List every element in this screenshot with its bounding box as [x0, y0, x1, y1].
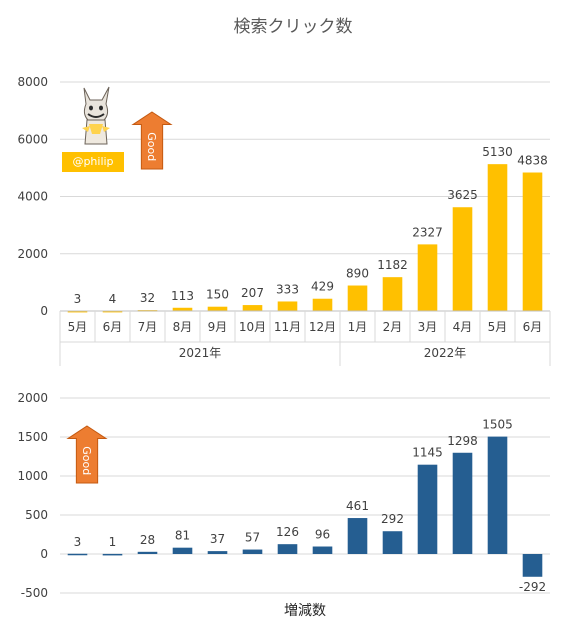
bottom-data-label: 1298	[447, 434, 478, 448]
top-data-label: 2327	[412, 225, 443, 239]
top-data-label: 32	[140, 291, 155, 305]
top-y-tick-label: 2000	[17, 247, 48, 261]
top-y-tick-label: 8000	[17, 75, 48, 89]
top-y-tick-label: 0	[40, 304, 48, 318]
top-bar	[452, 207, 473, 311]
category-label: 6月	[103, 320, 123, 334]
category-label: 11月	[274, 320, 301, 334]
top-bar	[417, 244, 438, 311]
category-label: 6月	[523, 320, 543, 334]
top-data-label: 4	[109, 292, 117, 306]
top-bar	[522, 172, 543, 311]
category-label: 2月	[383, 320, 403, 334]
top-y-tick-label: 4000	[17, 190, 48, 204]
category-label: 5月	[68, 320, 88, 334]
top-data-label: 3625	[447, 188, 478, 202]
category-label: 7月	[138, 320, 158, 334]
top-data-label: 207	[241, 286, 264, 300]
category-label: 4月	[453, 320, 473, 334]
bottom-data-label: 1505	[482, 418, 513, 432]
category-label: 10月	[239, 320, 266, 334]
bottom-data-label: 1145	[412, 446, 443, 460]
bottom-bar	[207, 551, 228, 554]
bottom-bar	[452, 452, 473, 554]
top-data-label: 429	[311, 280, 334, 294]
good-arrow-icon	[131, 111, 173, 170]
cat-mascot-icon	[82, 86, 110, 145]
top-bar	[487, 164, 508, 311]
category-label: 9月	[208, 320, 228, 334]
handle-label: @philip	[62, 152, 124, 172]
bottom-data-label: 292	[381, 512, 404, 526]
top-data-label: 890	[346, 267, 369, 281]
bottom-data-label: 57	[245, 531, 260, 545]
top-data-label: 113	[171, 289, 194, 303]
good-arrow-icon	[66, 425, 108, 484]
bottom-data-label: 37	[210, 532, 225, 546]
good-label: Good	[80, 446, 93, 475]
top-bar	[67, 310, 88, 313]
top-bar	[242, 305, 263, 311]
bottom-bar	[417, 464, 438, 554]
top-bar	[347, 285, 368, 311]
category-label: 3月	[418, 320, 438, 334]
year-group-label: 2022年	[424, 346, 467, 360]
bottom-bar	[487, 436, 508, 554]
top-y-tick-label: 6000	[17, 132, 48, 146]
bottom-bar	[522, 554, 543, 577]
bottom-bar	[172, 547, 193, 554]
bottom-data-label: 81	[175, 529, 190, 543]
bottom-data-label: 96	[315, 528, 330, 542]
top-data-label: 333	[276, 282, 299, 296]
top-bar	[312, 298, 333, 311]
year-group-label: 2021年	[179, 346, 222, 360]
bottom-y-tick-label: 2000	[17, 391, 48, 405]
good-label: Good	[145, 132, 158, 161]
category-label: 5月	[488, 320, 508, 334]
top-bar	[102, 310, 123, 313]
bottom-chart-title: 増減数	[284, 603, 326, 619]
category-label: 1月	[348, 320, 368, 334]
bottom-y-tick-label: 1500	[17, 430, 48, 444]
chart-title: 検索クリック数	[233, 17, 353, 37]
top-data-label: 3	[74, 292, 82, 306]
top-bar	[207, 306, 228, 311]
bottom-bar	[382, 531, 403, 554]
bottom-y-tick-label: 500	[25, 508, 48, 522]
category-label: 12月	[309, 320, 336, 334]
bottom-bar	[242, 549, 263, 554]
bottom-bar	[67, 553, 88, 556]
bottom-y-tick-label: 0	[40, 547, 48, 561]
top-bar	[172, 307, 193, 311]
bottom-bar	[277, 544, 298, 554]
bottom-data-label: 3	[74, 535, 82, 549]
bottom-bar	[347, 518, 368, 554]
category-label: 8月	[173, 320, 193, 334]
top-data-label: 5130	[482, 145, 513, 159]
top-data-label: 4838	[517, 154, 548, 168]
top-bar	[277, 301, 298, 311]
top-bar	[382, 277, 403, 311]
bottom-data-label: 28	[140, 533, 155, 547]
top-data-label: 1182	[377, 258, 408, 272]
bottom-data-label: -292	[519, 580, 546, 594]
bottom-y-tick-label: 1000	[17, 469, 48, 483]
bottom-bar	[102, 553, 123, 556]
bottom-data-label: 461	[346, 499, 369, 513]
bottom-bar	[312, 546, 333, 554]
top-data-label: 150	[206, 288, 229, 302]
bottom-y-tick-label: -500	[21, 586, 48, 600]
bottom-bar	[137, 551, 158, 554]
bottom-data-label: 1	[109, 535, 117, 549]
bottom-data-label: 126	[276, 525, 299, 539]
